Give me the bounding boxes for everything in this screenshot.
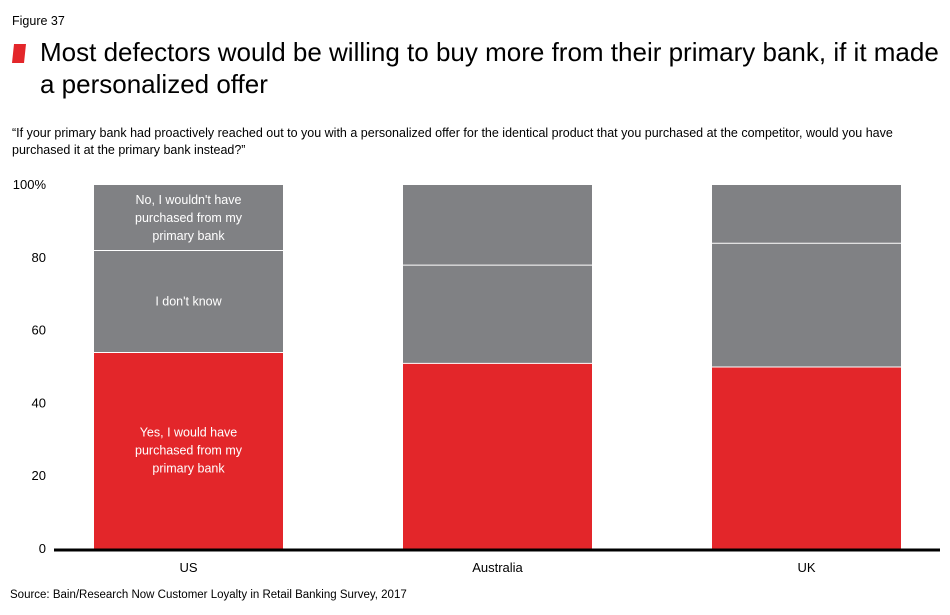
x-tick-label: UK (797, 560, 815, 575)
segment-label: primary bank (152, 229, 225, 243)
y-tick-label: 40 (32, 395, 46, 410)
segment-label: primary bank (152, 462, 225, 476)
chart-subtitle: “If your primary bank had proactively re… (12, 126, 893, 157)
bar-segment (712, 243, 901, 367)
bar-segment (94, 352, 283, 549)
y-tick-label: 80 (32, 250, 46, 265)
y-tick-label: 20 (32, 468, 46, 483)
segment-label: purchased from my (135, 444, 243, 458)
chart-title: Most defectors would be willing to buy m… (40, 37, 939, 99)
segment-label: purchased from my (135, 211, 243, 225)
bar-segment (712, 185, 901, 244)
y-tick-label: 100% (13, 177, 47, 192)
segment-label: No, I wouldn't have (136, 193, 242, 207)
bar-segment (712, 367, 901, 549)
bar-segment (403, 265, 592, 364)
bar-segment (94, 250, 283, 353)
figure-label: Figure 37 (12, 14, 65, 28)
bar-segment (403, 185, 592, 266)
y-tick-label: 60 (32, 323, 46, 338)
x-tick-label: Australia (472, 560, 523, 575)
bar-segment (403, 363, 592, 549)
title-marker-icon (12, 44, 26, 63)
bar-segment (94, 185, 283, 251)
y-tick-label: 0 (39, 541, 46, 556)
segment-label: Yes, I would have (140, 426, 238, 440)
segment-label: I don't know (155, 294, 222, 308)
source-note: Source: Bain/Research Now Customer Loyal… (10, 589, 407, 601)
x-tick-label: US (179, 560, 197, 575)
